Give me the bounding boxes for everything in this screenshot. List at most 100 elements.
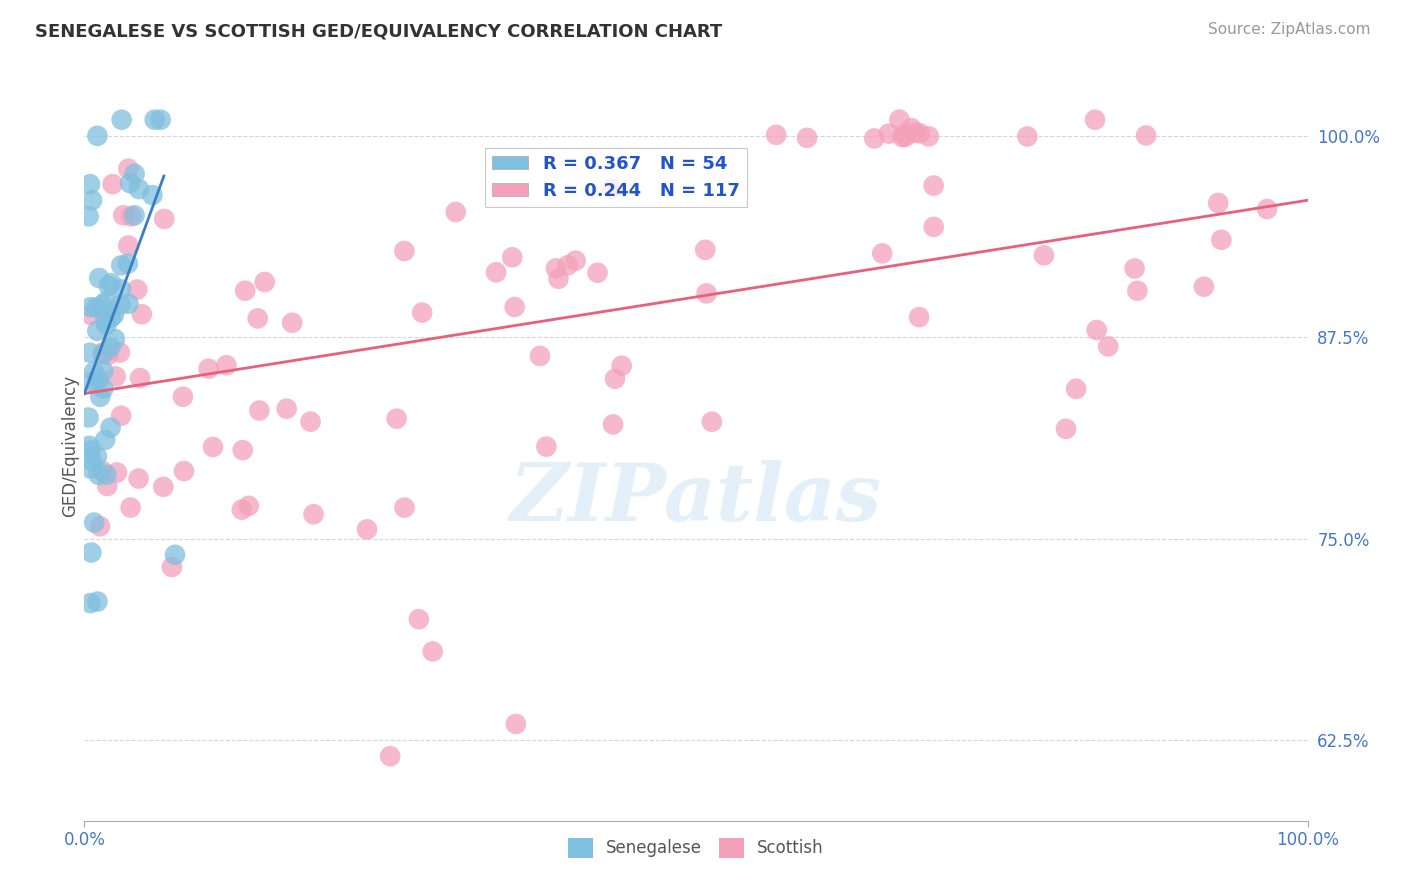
Legend: Senegalese, Scottish: Senegalese, Scottish [561,831,831,864]
Point [79,300,101,314]
Point [215,359,238,373]
Point [100,420,122,434]
Point [870,246,893,260]
Point [696,286,718,301]
Point [128,182,150,196]
Point [889,112,911,127]
Point [77,410,100,425]
Point [501,250,523,264]
Point [124,208,146,222]
Point [110,259,132,273]
Point [564,253,586,268]
Point [173,464,195,478]
Point [97,348,120,362]
Point [79,596,101,610]
Point [253,275,276,289]
Point [863,131,886,145]
Point [110,282,132,296]
Point [91,345,114,359]
Point [117,297,139,311]
Point [557,258,579,272]
Point [149,112,172,127]
Point [86,450,108,464]
Point [231,502,253,516]
Point [503,300,526,314]
Point [79,308,101,322]
Point [100,340,122,354]
Point [111,112,134,127]
Point [877,127,900,141]
Point [485,265,508,279]
Point [84,301,107,315]
Point [1126,284,1149,298]
Point [152,480,174,494]
Point [505,717,527,731]
Point [247,403,270,417]
Text: ZIPatlas: ZIPatlas [510,459,882,537]
Point [444,205,467,219]
Point [197,361,219,376]
Point [1256,202,1278,216]
Point [141,188,163,202]
Point [117,256,139,270]
Point [104,332,127,346]
Point [918,129,941,144]
Point [120,500,142,515]
Point [80,453,103,467]
Point [86,128,108,143]
Point [900,121,922,136]
Point [544,261,567,276]
Point [89,390,111,404]
Point [547,272,569,286]
Point [765,128,787,142]
Point [80,545,103,559]
Point [201,440,224,454]
Point [120,210,142,224]
Point [80,443,103,458]
Point [1084,112,1107,127]
Point [163,548,186,562]
Point [922,219,945,234]
Point [100,310,122,325]
Point [908,127,931,141]
Point [117,238,139,252]
Point [101,177,124,191]
Point [131,307,153,321]
Point [1135,128,1157,143]
Point [91,364,114,378]
Point [380,749,402,764]
Point [408,612,430,626]
Point [422,644,444,658]
Point [124,167,146,181]
Point [129,371,152,385]
Point [411,305,433,319]
Point [86,376,108,391]
Point [1206,196,1229,211]
Point [83,516,105,530]
Point [87,371,110,385]
Point [603,372,626,386]
Point [1085,323,1108,337]
Point [1064,382,1087,396]
Point [904,126,927,140]
Point [105,466,128,480]
Point [246,311,269,326]
Point [91,347,114,361]
Point [796,131,818,145]
Point [602,417,624,432]
Point [1123,261,1146,276]
Point [91,298,114,312]
Y-axis label: GED/Equivalency: GED/Equivalency [62,375,80,517]
Point [77,439,100,453]
Point [385,411,408,425]
Point [238,499,260,513]
Point [93,381,115,395]
Point [586,266,609,280]
Point [110,297,132,311]
Point [1192,279,1215,293]
Point [86,324,108,338]
Point [394,244,416,258]
Point [1054,422,1077,436]
Point [233,284,256,298]
Point [356,522,378,536]
